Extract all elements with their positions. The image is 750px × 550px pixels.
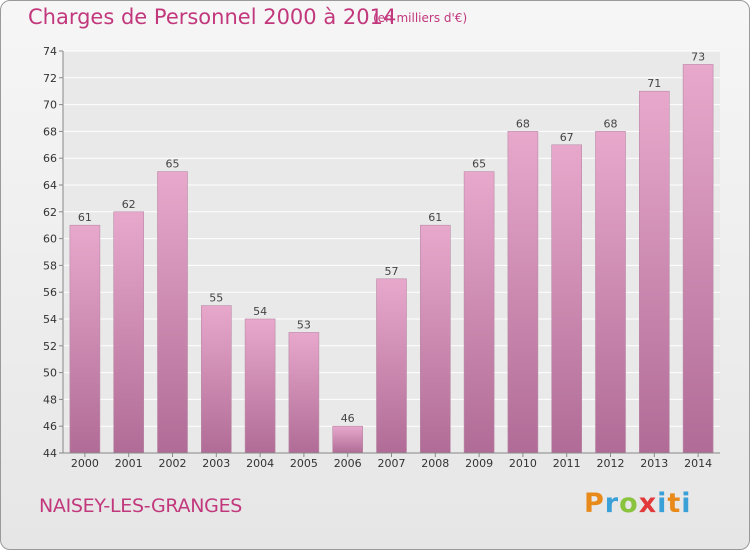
y-tick-label: 52 [43, 340, 57, 353]
data-label: 54 [253, 305, 267, 318]
y-tick-label: 64 [43, 179, 57, 192]
bar [113, 211, 144, 454]
bar [419, 224, 451, 454]
x-tick-label: 2010 [509, 457, 537, 470]
chart-subtitle: (en milliers d'€) [373, 11, 468, 25]
bar [638, 90, 670, 454]
x-tick-label: 2005 [290, 457, 318, 470]
data-label: 55 [209, 292, 223, 305]
x-tick-label: 2012 [597, 457, 625, 470]
data-label: 67 [560, 131, 574, 144]
x-tick-label: 2002 [159, 457, 187, 470]
y-tick-label: 48 [43, 393, 57, 406]
data-label: 61 [78, 211, 92, 224]
bar [551, 144, 583, 454]
y-tick-label: 66 [43, 152, 57, 165]
data-label: 65 [166, 158, 180, 171]
bar [376, 278, 407, 454]
x-tick-label: 2009 [465, 457, 493, 470]
x-tick-label: 2011 [553, 457, 581, 470]
bar [332, 425, 364, 454]
bar [682, 64, 714, 454]
y-tick-label: 46 [43, 420, 57, 433]
x-tick-label: 2000 [71, 457, 99, 470]
x-tick-label: 2008 [421, 457, 449, 470]
bar [244, 318, 276, 454]
x-tick-label: 2014 [684, 457, 712, 470]
data-label: 46 [341, 412, 355, 425]
x-tick-label: 2003 [202, 457, 230, 470]
data-label: 57 [385, 265, 399, 278]
bar [201, 305, 232, 454]
bar [157, 171, 188, 454]
y-tick-label: 74 [43, 45, 57, 58]
y-tick-label: 58 [43, 259, 57, 272]
data-label: 73 [691, 50, 705, 63]
data-label: 65 [472, 158, 486, 171]
bar [507, 131, 539, 454]
data-label: 68 [516, 117, 530, 130]
bar [69, 224, 101, 454]
x-tick-label: 2013 [640, 457, 668, 470]
data-label: 68 [604, 117, 618, 130]
proxiti-logo: Proxiti [584, 488, 692, 519]
commune-name: NAISEY-LES-GRANGES [39, 495, 243, 517]
y-tick-label: 68 [43, 125, 57, 138]
y-tick-label: 50 [43, 367, 57, 380]
x-tick-label: 2001 [115, 457, 143, 470]
data-label: 71 [647, 77, 661, 90]
bar [463, 171, 495, 454]
y-tick-label: 54 [43, 313, 57, 326]
y-tick-label: 72 [43, 72, 57, 85]
x-tick-label: 2006 [334, 457, 362, 470]
y-tick-label: 62 [43, 206, 57, 219]
y-tick-label: 44 [43, 447, 57, 460]
chart-title: Charges de Personnel 2000 à 2014 [28, 5, 397, 29]
data-label: 53 [297, 318, 311, 331]
y-tick-label: 70 [43, 99, 57, 112]
bar [288, 332, 320, 454]
y-tick-label: 60 [43, 233, 57, 246]
y-tick-label: 56 [43, 286, 57, 299]
data-label: 61 [428, 211, 442, 224]
x-tick-label: 2007 [378, 457, 406, 470]
data-label: 62 [122, 198, 136, 211]
bar [595, 131, 626, 454]
x-tick-label: 2004 [246, 457, 274, 470]
